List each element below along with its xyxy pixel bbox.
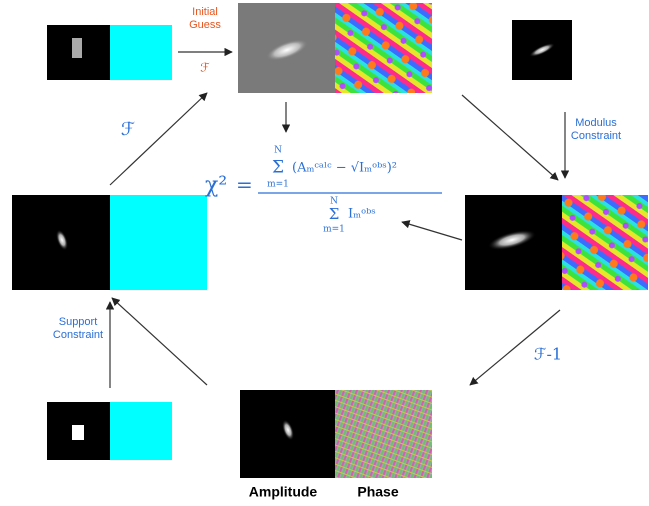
numerator-term: (Aₘᶜᵃˡᶜ − √Iₘᵒᵇˢ)² — [292, 161, 397, 176]
denominator-term: Iₘᵒᵇˢ — [348, 207, 376, 222]
sum-upper: N — [274, 146, 282, 156]
modulus-constraint-label: Modulus — [575, 117, 617, 129]
equals-sign: = — [236, 173, 253, 197]
constrained-fourier-image — [465, 195, 648, 290]
real-space-image — [240, 390, 432, 478]
initial-guess-label: Initial — [192, 6, 218, 18]
chi-symbol: χ² — [205, 173, 227, 198]
fourier-label: ℱ — [200, 61, 210, 75]
inverse-fourier-label: ℱ-1 — [534, 345, 562, 364]
support-constraint-label: Support — [59, 316, 98, 328]
initial-guess-image — [238, 3, 432, 93]
support-constraint-label: Constraint — [53, 329, 103, 341]
diagram: Initial Guess ℱ ℱ Modulus Constraint ℱ-1… — [0, 0, 649, 506]
sum-symbol: Σ — [272, 158, 284, 178]
modulus-constraint-label: Constraint — [571, 130, 621, 142]
support-image-top — [47, 25, 172, 80]
amplitude-label: Amplitude — [249, 484, 318, 500]
sum-lower: m=1 — [323, 225, 345, 235]
sum-symbol: Σ — [329, 205, 340, 223]
observed-image — [512, 20, 572, 80]
initial-guess-label: Guess — [189, 19, 221, 31]
phase-label: Phase — [357, 484, 398, 500]
sum-lower: m=1 — [267, 180, 289, 190]
fourier-label: ℱ — [121, 119, 135, 140]
support-image — [47, 402, 172, 460]
updated-image — [12, 195, 207, 290]
chi-square-formula: χ² = N Σ m=1 (Aₘᶜᵃˡᶜ − √Iₘᵒᵇˢ)² N Σ m=1 … — [205, 146, 397, 235]
